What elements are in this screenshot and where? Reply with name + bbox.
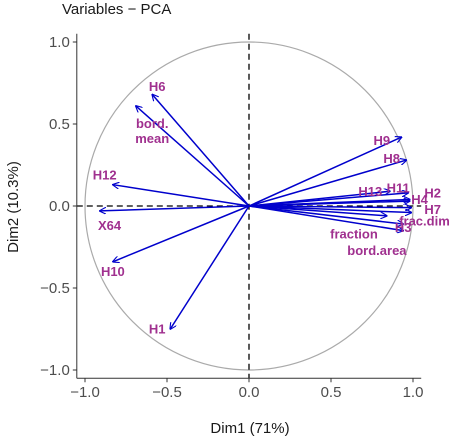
y-axis-title: Dim2 (10.3%) [5,161,22,253]
label-bordarea: bord.area [347,243,407,258]
chart-title: Variables − PCA [62,1,172,18]
unit-circle [84,41,414,371]
arrow-h2 [248,201,410,207]
arrow-bordarea [248,205,403,231]
arrow-h11 [248,193,408,207]
label-h7: H7 [424,202,441,217]
label-fracdim: frac.dim [399,213,450,228]
label-h4: H4 [411,192,428,207]
y-tick-label: −1.0 [40,362,70,379]
x-axis-title: Dim1 (71%) [210,420,289,437]
x-tick-label: −0.5 [152,384,182,401]
label-h12: H12 [93,167,117,182]
label-h3: H3 [395,220,412,235]
arrow-bord-mean [136,106,250,207]
arrow-h10 [113,205,250,262]
y-tick-label: −0.5 [40,280,70,297]
x-tick-label: 0.5 [321,384,342,401]
label-h9: H9 [374,133,391,148]
arrow-h12 [113,185,250,207]
x-tick-label: −1.0 [70,384,100,401]
label-fraction: fraction [330,226,378,241]
label-h6: H6 [149,79,166,94]
y-tick-label: 0.0 [49,198,70,215]
y-tick-label: 0.5 [49,116,70,133]
arrow-h9 [248,137,402,207]
arrow-h1 [170,205,250,329]
x-tick-label: 1.0 [403,384,424,401]
label-h13: H13 [358,184,382,199]
label-bord-mean: bord. mean [135,116,169,146]
label-h1: H1 [149,322,166,337]
label-h10: H10 [101,264,125,279]
y-tick-label: 1.0 [49,34,70,51]
label-h2: H2 [424,185,441,200]
arrow-h3 [248,205,403,224]
label-h11: H11 [387,181,410,196]
arrow-fraction [248,205,387,216]
label-x64: X64 [98,218,122,233]
label-h8: H8 [383,151,400,166]
arrow-fracdim [248,205,411,213]
arrow-h6 [152,94,250,207]
arrow-x64 [100,205,250,211]
x-tick-label: 0.0 [239,384,260,401]
arrow-h8 [248,160,406,207]
arrow-h7 [248,206,411,208]
